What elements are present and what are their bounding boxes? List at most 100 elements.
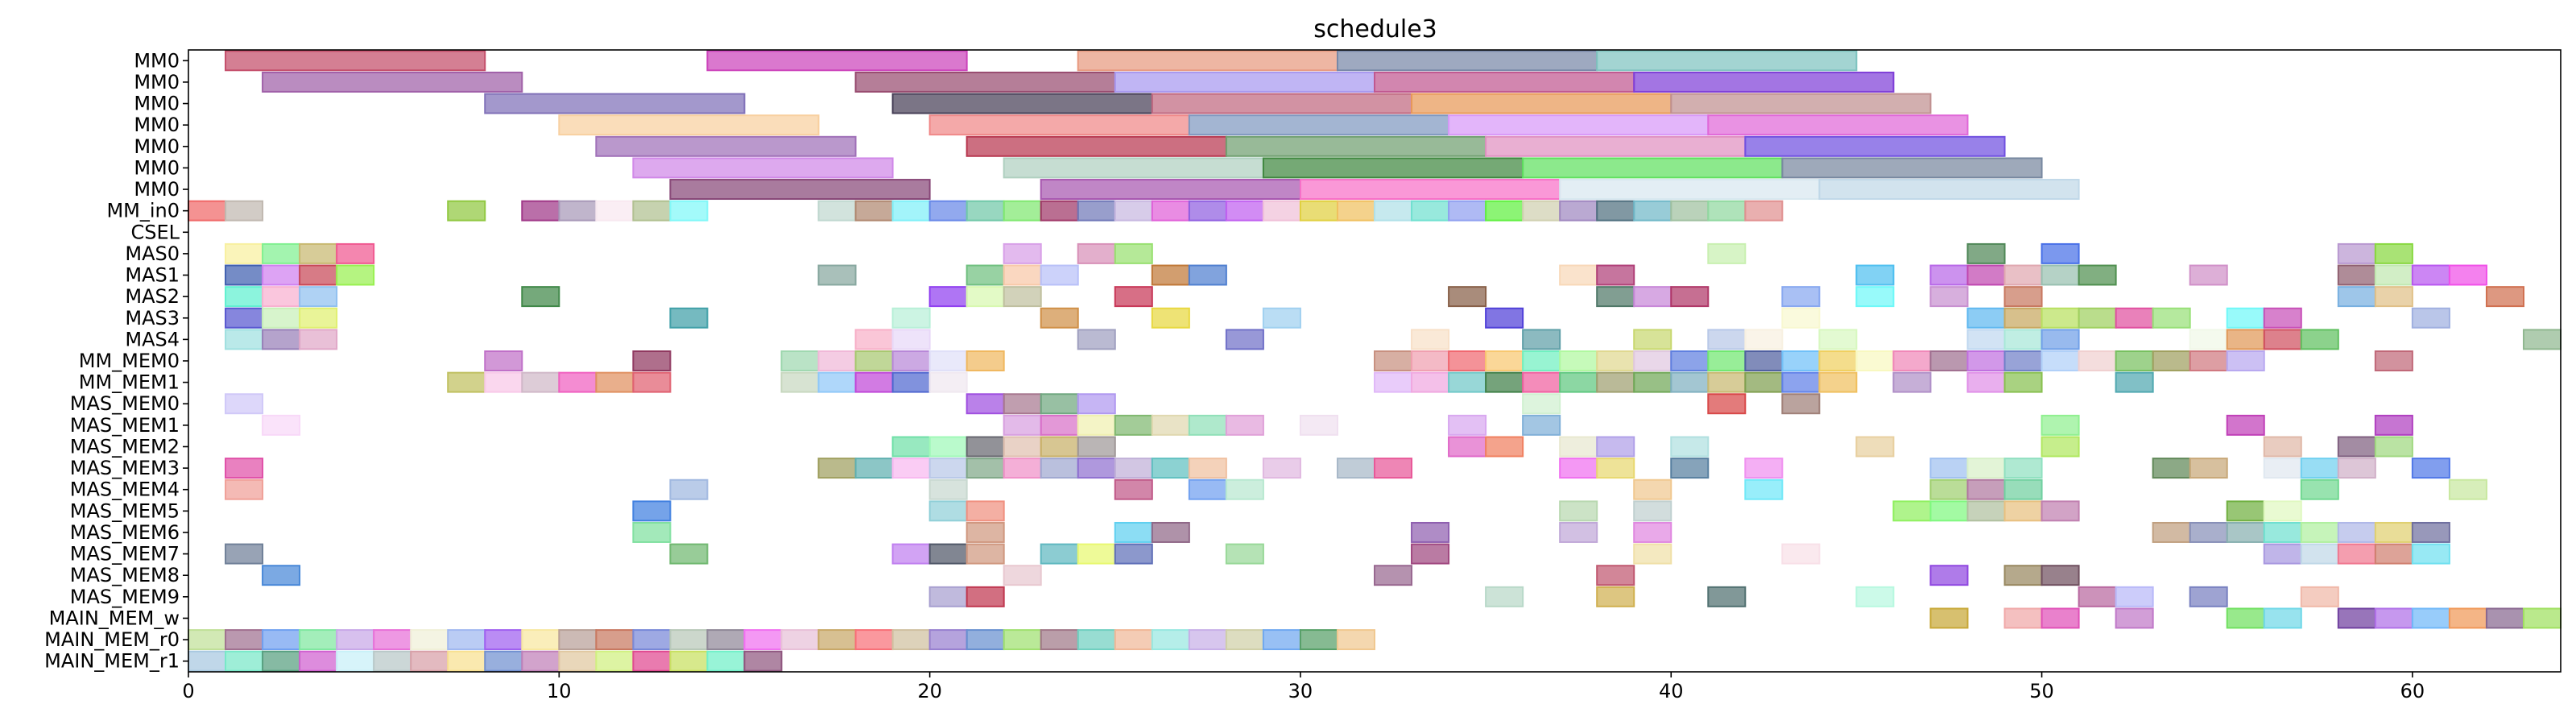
task-bar	[1596, 436, 1635, 458]
task-bar	[965, 286, 1005, 308]
task-bar	[1336, 458, 1375, 479]
task-bar	[225, 242, 264, 264]
task-bar	[669, 650, 709, 672]
task-bar	[965, 350, 1005, 371]
task-bar	[2189, 350, 2228, 371]
task-bar	[1151, 629, 1190, 651]
task-bar	[1114, 521, 1153, 543]
task-bar	[1633, 71, 1895, 93]
task-bar	[484, 650, 523, 672]
task-bar	[2152, 521, 2191, 543]
task-bar	[669, 307, 709, 329]
task-bar	[632, 157, 894, 179]
task-bar	[2041, 500, 2080, 522]
task-bar	[854, 329, 894, 350]
task-bar	[2226, 521, 2265, 543]
task-bar	[1929, 607, 1969, 629]
task-bar	[928, 629, 968, 651]
task-bar	[2226, 607, 2265, 629]
y-tick-label: MAS_MEM1	[70, 414, 180, 437]
task-bar	[2078, 307, 2117, 329]
task-bar	[1336, 200, 1375, 222]
task-bar	[1262, 307, 1301, 329]
task-bar	[2522, 329, 2562, 350]
task-bar	[1596, 350, 1635, 371]
task-bar	[410, 650, 449, 672]
task-bar	[521, 286, 560, 308]
task-bar	[1151, 307, 1190, 329]
y-tick-label: MAS_MEM8	[70, 564, 180, 586]
task-bar	[817, 458, 857, 479]
task-bar	[1262, 629, 1301, 651]
task-bar	[780, 371, 820, 393]
task-bar	[854, 371, 894, 393]
task-bar	[1077, 458, 1116, 479]
task-bar	[1114, 478, 1153, 500]
task-bar	[928, 458, 968, 479]
task-bar	[1707, 329, 1747, 350]
task-bar	[965, 393, 1005, 415]
task-bar	[2041, 350, 2080, 371]
task-bar	[2263, 607, 2302, 629]
task-bar	[891, 543, 931, 565]
y-tick-label: MM0	[134, 93, 180, 115]
task-bar	[262, 629, 301, 651]
task-bar	[632, 521, 672, 543]
task-bar	[521, 200, 560, 222]
task-bar	[2300, 458, 2339, 479]
y-tick-label: MAS_MEM4	[70, 478, 180, 501]
task-bar	[558, 629, 597, 651]
task-bar	[2263, 521, 2302, 543]
task-bar	[1633, 521, 1673, 543]
task-bar	[262, 329, 301, 350]
task-bar	[2374, 436, 2413, 458]
task-bar	[262, 414, 301, 436]
task-bar	[1633, 350, 1673, 371]
task-bar	[1114, 543, 1153, 565]
task-bar	[2448, 264, 2487, 286]
task-bar	[2374, 286, 2413, 308]
task-bar	[1040, 629, 1079, 651]
task-bar	[225, 200, 264, 222]
task-bar	[2003, 329, 2043, 350]
task-bar	[1670, 200, 1710, 222]
task-bar	[262, 242, 301, 264]
task-bar	[1003, 157, 1264, 179]
task-bar	[2003, 264, 2043, 286]
task-bar	[1188, 200, 1227, 222]
task-bar	[1336, 629, 1375, 651]
task-bar	[1892, 500, 1932, 522]
task-bar	[2152, 307, 2191, 329]
task-bar	[817, 350, 857, 371]
task-bar	[1299, 629, 1338, 651]
task-bar	[1225, 478, 1264, 500]
task-bar	[965, 436, 1005, 458]
task-bar	[1077, 543, 1116, 565]
task-bar	[1374, 565, 1413, 586]
task-bar	[188, 200, 227, 222]
task-bar	[2411, 543, 2450, 565]
task-bar	[2041, 264, 2080, 286]
task-bar	[2263, 329, 2302, 350]
task-bar	[2300, 521, 2339, 543]
task-bars	[188, 50, 2562, 672]
y-tick-label: MAS_MEM0	[70, 392, 180, 415]
task-bar	[1485, 371, 1524, 393]
task-bar	[1151, 264, 1190, 286]
task-bar	[2263, 307, 2302, 329]
task-bar	[2226, 414, 2265, 436]
task-bar	[447, 371, 486, 393]
task-bar	[1596, 565, 1635, 586]
task-bar	[1670, 286, 1710, 308]
task-bar	[1040, 414, 1079, 436]
task-bar	[854, 71, 1116, 93]
task-bar	[632, 350, 672, 371]
task-bar	[2189, 586, 2228, 607]
task-bar	[1411, 521, 1450, 543]
task-bar	[1744, 458, 1784, 479]
task-bar	[2300, 543, 2339, 565]
task-bar	[1559, 179, 1821, 201]
task-bar	[484, 93, 746, 114]
x-tick-label: 50	[2029, 680, 2054, 702]
task-bar	[1929, 350, 1969, 371]
